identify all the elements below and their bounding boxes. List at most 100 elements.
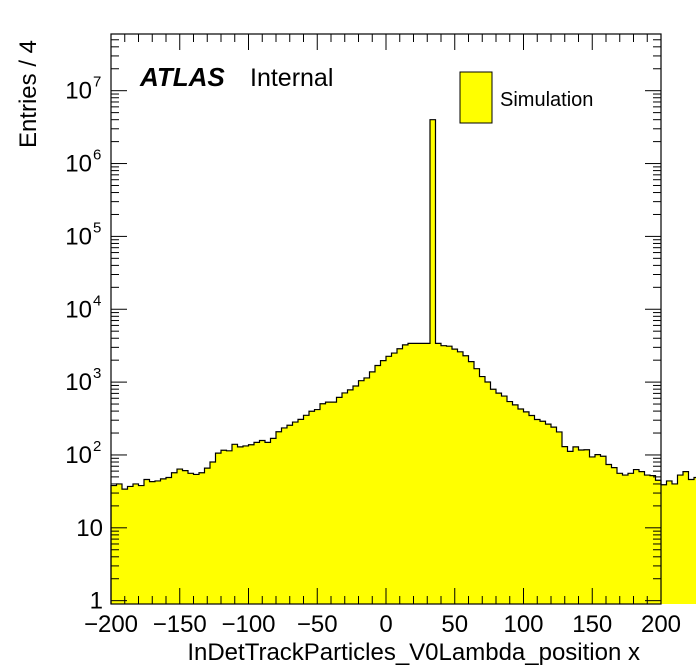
y-tick-label: 10 xyxy=(76,515,103,542)
histogram-bin xyxy=(369,371,376,604)
histogram-bin xyxy=(221,450,227,604)
histogram-bin xyxy=(507,401,513,604)
internal-label: Internal xyxy=(250,64,333,92)
histogram-bin xyxy=(199,472,205,604)
x-tick-label: −100 xyxy=(221,611,275,638)
histogram-bin xyxy=(270,438,277,604)
histogram-bin xyxy=(215,453,222,604)
histogram-bin xyxy=(298,419,304,604)
histogram-bin xyxy=(441,345,447,604)
x-tick-label: 100 xyxy=(503,611,543,638)
histogram-bin xyxy=(171,472,178,604)
histogram-bin xyxy=(358,380,365,604)
histogram-bin xyxy=(127,486,134,604)
histogram-bin xyxy=(408,343,414,604)
y-tick-exponent: 7 xyxy=(93,74,101,91)
histogram-bin xyxy=(386,356,392,604)
y-axis-label: Entries / 4 xyxy=(15,40,42,148)
histogram-bin xyxy=(122,489,128,604)
histogram-bin xyxy=(633,469,640,604)
histogram-bin xyxy=(430,119,436,604)
histogram-bin xyxy=(661,484,667,604)
histogram-bin xyxy=(567,451,574,604)
histogram-bin xyxy=(210,462,216,604)
x-tick-label: 200 xyxy=(641,611,681,638)
histogram-bin xyxy=(149,481,156,604)
histogram-bin xyxy=(320,403,326,604)
histogram-bin xyxy=(292,422,299,604)
histogram-bin xyxy=(496,393,502,604)
histogram-bin xyxy=(529,415,535,604)
histogram-bin xyxy=(622,475,629,604)
histogram-bin xyxy=(666,480,673,604)
x-tick-label: 50 xyxy=(441,611,468,638)
histogram-bin xyxy=(677,475,684,604)
y-tick-exponent: 4 xyxy=(93,292,101,309)
histogram-bin xyxy=(347,389,354,604)
histogram-bin xyxy=(254,442,260,604)
histogram-bin xyxy=(336,397,343,604)
histogram-bin xyxy=(243,445,249,604)
histogram-bin xyxy=(463,355,469,604)
histogram-bin xyxy=(193,474,200,604)
histogram-bin xyxy=(485,382,491,604)
histogram-bin xyxy=(688,479,695,604)
histogram-bin xyxy=(589,456,596,604)
histogram-bin xyxy=(639,471,645,604)
histogram-bin xyxy=(545,424,552,604)
histogram-bin xyxy=(584,449,590,604)
histogram-bin xyxy=(540,421,546,604)
histogram-bin xyxy=(672,483,678,604)
histogram-bin xyxy=(331,402,337,604)
histogram-bin xyxy=(364,377,370,604)
histogram-bin xyxy=(562,446,568,604)
histogram-bin xyxy=(397,348,403,604)
histogram-bin xyxy=(578,449,585,604)
histogram-bin xyxy=(501,396,508,604)
histogram-bin xyxy=(265,442,271,604)
histogram-bin xyxy=(155,480,161,604)
histogram-bin xyxy=(325,402,332,604)
histogram-bin xyxy=(457,351,464,604)
x-tick-label: −200 xyxy=(84,611,138,638)
histogram-bin xyxy=(573,446,579,604)
histogram-bin xyxy=(551,427,557,604)
histogram-bin xyxy=(534,419,541,604)
histogram-bin xyxy=(617,473,623,604)
histogram-bin xyxy=(259,440,266,604)
x-tick-label: 150 xyxy=(572,611,612,638)
histogram-bin xyxy=(600,456,607,604)
histogram-bin xyxy=(133,483,139,604)
y-tick-label: 10 xyxy=(65,78,92,105)
histogram-bin xyxy=(226,450,233,604)
histogram-bin xyxy=(512,404,519,604)
histogram-bin xyxy=(611,467,618,604)
histogram-bin xyxy=(694,477,696,604)
histogram-bin xyxy=(188,473,194,604)
axis-ticks xyxy=(110,33,662,605)
histogram-bin xyxy=(111,485,117,604)
y-tick-label: 10 xyxy=(65,442,92,469)
legend-label: Simulation xyxy=(500,89,593,111)
histogram-bin xyxy=(287,425,293,604)
histogram-bin xyxy=(424,343,431,604)
histogram-bin xyxy=(380,360,387,604)
y-tick-label: 10 xyxy=(65,369,92,396)
histogram-bin xyxy=(435,343,442,604)
y-tick-label: 10 xyxy=(65,223,92,250)
histogram-bin xyxy=(314,409,321,604)
x-tick-label: −50 xyxy=(297,611,338,638)
y-tick-exponent: 3 xyxy=(93,365,101,382)
histogram-bin xyxy=(177,469,183,604)
histogram-bin xyxy=(144,479,150,604)
histogram-bin xyxy=(116,483,123,604)
histogram-bin xyxy=(468,361,475,604)
histogram-bin xyxy=(166,477,172,604)
histogram-bin xyxy=(644,475,651,604)
histogram-bin xyxy=(353,385,359,604)
histogram-bin xyxy=(650,475,656,604)
histogram-bin xyxy=(413,343,420,604)
atlas-label: ATLAS xyxy=(139,62,225,92)
histogram-bin xyxy=(276,431,282,604)
